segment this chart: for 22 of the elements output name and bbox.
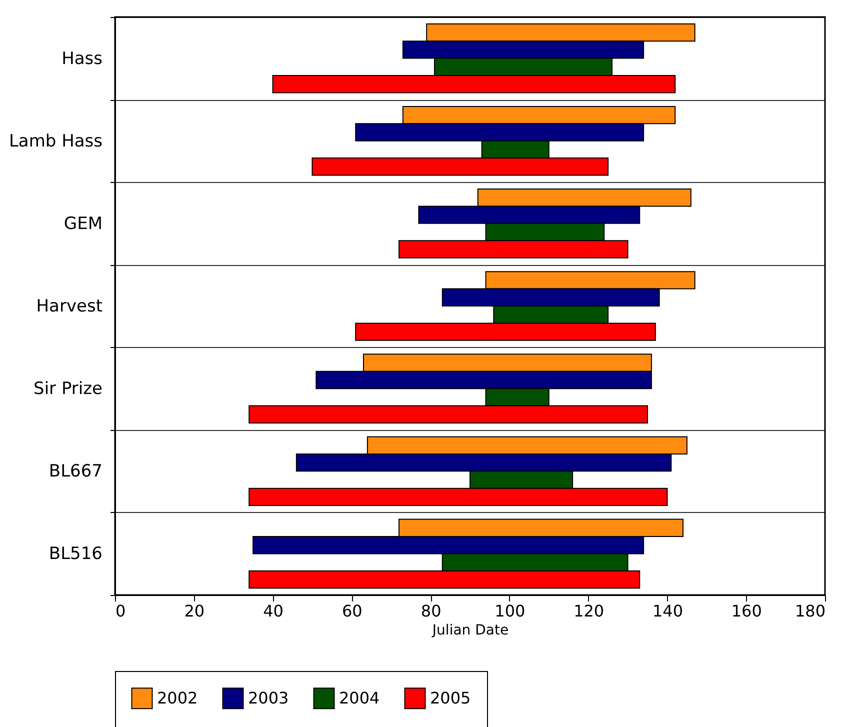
x-tick-label: 100 xyxy=(494,602,526,620)
x-tick-label: 40 xyxy=(263,602,284,620)
y-tick-label: BL516 xyxy=(48,544,102,564)
x-tick-label: 180 xyxy=(794,602,826,620)
x-tick-label: 80 xyxy=(420,602,442,620)
y-tick-label: BL667 xyxy=(48,462,102,482)
legend-label: 2004 xyxy=(339,688,380,708)
x-tick-label: 60 xyxy=(342,602,362,620)
x-tick-label: 0 xyxy=(116,602,126,620)
legend-label: 2005 xyxy=(430,688,471,708)
y-tick-label: Harvest xyxy=(36,296,103,316)
y-tick-label: Sir Prize xyxy=(34,379,102,400)
y-tick-label: GEM xyxy=(64,214,102,234)
x-tick-label: 120 xyxy=(574,602,604,620)
y-tick-label: Lamb Hass xyxy=(8,131,103,152)
x-tick-label: 20 xyxy=(184,602,205,620)
legend-label: 2002 xyxy=(157,688,198,708)
y-tick-label: Hass xyxy=(62,48,103,69)
x-tick-label: 140 xyxy=(652,602,683,620)
x-tick-label: 160 xyxy=(731,602,762,620)
x-axis-title: Julian Date xyxy=(431,622,509,638)
legend-label: 2003 xyxy=(248,688,289,708)
